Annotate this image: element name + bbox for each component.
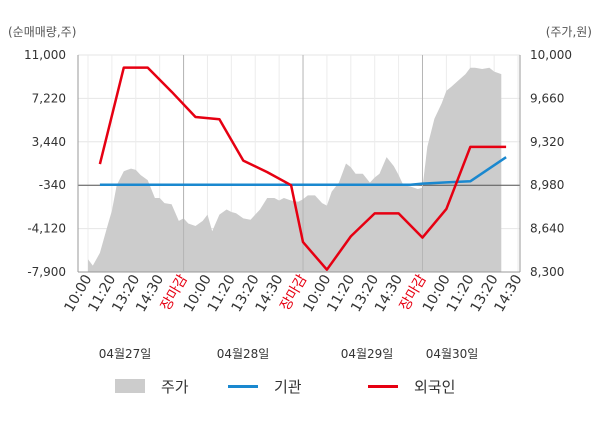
legend-label-stock-price: 주가 — [161, 377, 189, 396]
series-line-foreigner — [98, 66, 507, 271]
legend-item-institution: 기관 — [228, 372, 302, 400]
left-tick-label: 3,440 — [32, 135, 66, 149]
left-tick-label: 7,220 — [32, 91, 66, 105]
left-axis-title: (순매매량,주) — [8, 25, 76, 39]
series-line-institution — [99, 156, 507, 186]
legend: 주가 기관 외국인 — [0, 372, 600, 400]
right-tick-label: 9,320 — [530, 135, 564, 149]
right-tick-label: 8,300 — [530, 265, 564, 279]
date-label: 04월28일 — [217, 347, 270, 361]
right-axis-title: (주가,원) — [546, 25, 592, 39]
date-label: 04월29일 — [341, 347, 394, 361]
legend-label-foreigner: 외국인 — [414, 377, 456, 396]
date-label: 04월30일 — [426, 347, 479, 361]
right-tick-label: 9,660 — [530, 91, 564, 105]
legend-swatch-foreigner — [368, 384, 398, 388]
right-tick-label: 10,000 — [530, 48, 572, 62]
left-tick-label: -340 — [39, 178, 66, 192]
legend-swatch-stock-price — [115, 379, 145, 393]
legend-label-institution: 기관 — [274, 377, 302, 396]
legend-item-foreigner: 외국인 — [368, 372, 455, 400]
right-tick-label: 8,640 — [530, 222, 564, 236]
date-label: 04월27일 — [99, 347, 152, 361]
left-tick-label: -7,900 — [27, 265, 66, 279]
right-tick-label: 8,980 — [530, 178, 564, 192]
legend-swatch-institution — [228, 384, 258, 388]
series-area-stock-price — [88, 67, 502, 272]
left-tick-label: -4,120 — [27, 222, 66, 236]
left-tick-label: 11,000 — [24, 48, 66, 62]
legend-item-stock-price: 주가 — [115, 372, 189, 400]
